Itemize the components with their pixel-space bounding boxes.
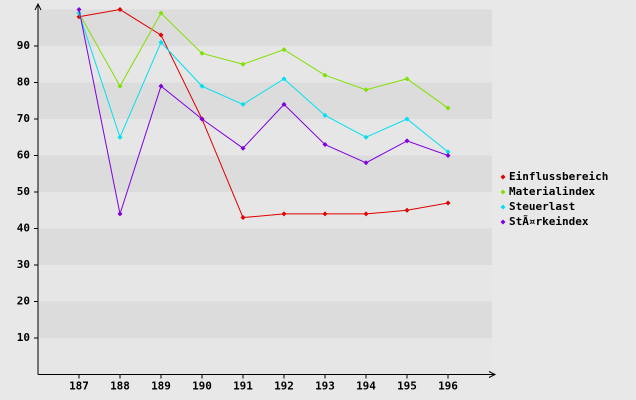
grid-band	[38, 228, 492, 265]
series-line	[78, 8, 449, 219]
series-line	[78, 12, 449, 153]
point	[240, 61, 246, 67]
x-tick-label: 194	[356, 380, 376, 393]
point	[445, 149, 451, 155]
point	[404, 116, 410, 122]
point	[363, 211, 369, 217]
point	[117, 83, 123, 89]
grid-band	[38, 155, 492, 192]
x-tick-label: 195	[397, 380, 417, 393]
x-tick-label: 196	[438, 380, 458, 393]
point	[404, 138, 410, 144]
point	[117, 7, 123, 12]
x-tick-label: 191	[233, 380, 253, 393]
y-tick-label: 40	[17, 222, 30, 235]
y-tick-label: 90	[17, 39, 30, 52]
y-tick-label: 30	[17, 258, 30, 271]
point	[158, 83, 164, 89]
y-tick-label: 70	[17, 112, 30, 125]
point	[445, 153, 451, 158]
point	[322, 72, 328, 78]
point	[199, 50, 205, 56]
point	[445, 200, 451, 206]
legend-marker	[500, 204, 506, 210]
legend-label: Materialindex	[509, 185, 595, 198]
point	[199, 116, 205, 122]
point	[404, 76, 410, 82]
point	[363, 87, 369, 93]
point	[322, 142, 328, 148]
legend-label: StÃ¤rkeindex	[509, 215, 589, 228]
y-tick-label: 20	[17, 295, 30, 308]
point	[281, 76, 287, 82]
x-tick-label: 190	[192, 380, 212, 393]
point	[281, 47, 287, 53]
grid-band	[38, 9, 492, 46]
point	[404, 207, 410, 213]
legend-marker	[500, 219, 506, 225]
point	[363, 134, 369, 140]
point	[117, 134, 123, 140]
point	[240, 145, 246, 151]
point	[158, 32, 164, 38]
point	[322, 211, 328, 217]
legend-marker	[500, 174, 506, 180]
point	[199, 83, 205, 89]
x-tick-label: 189	[151, 380, 171, 393]
point	[240, 215, 246, 221]
point	[281, 101, 287, 107]
y-tick-label: 60	[17, 149, 30, 162]
series-line	[78, 9, 449, 216]
point	[117, 211, 123, 217]
y-axis-arrow	[34, 2, 42, 11]
series-line	[78, 12, 449, 109]
y-tick-label: 50	[17, 185, 30, 198]
grid-band	[38, 301, 492, 338]
x-tick-label: 192	[274, 380, 294, 393]
x-tick-label: 188	[110, 380, 130, 393]
point	[445, 105, 451, 111]
x-tick-label: 193	[315, 380, 335, 393]
point	[322, 112, 328, 118]
point	[76, 7, 82, 12]
point	[281, 211, 287, 217]
point	[158, 39, 164, 45]
legend-label: Einflussbereich	[509, 170, 608, 183]
y-tick-label: 10	[17, 331, 30, 344]
x-axis-arrow	[488, 371, 497, 378]
point	[158, 10, 164, 16]
point	[240, 101, 246, 107]
legend-marker	[500, 189, 506, 195]
y-tick-label: 80	[17, 76, 30, 89]
grid-band	[38, 82, 492, 119]
point	[363, 160, 369, 166]
legend-label: Steuerlast	[509, 200, 575, 213]
x-tick-label: 187	[69, 380, 89, 393]
